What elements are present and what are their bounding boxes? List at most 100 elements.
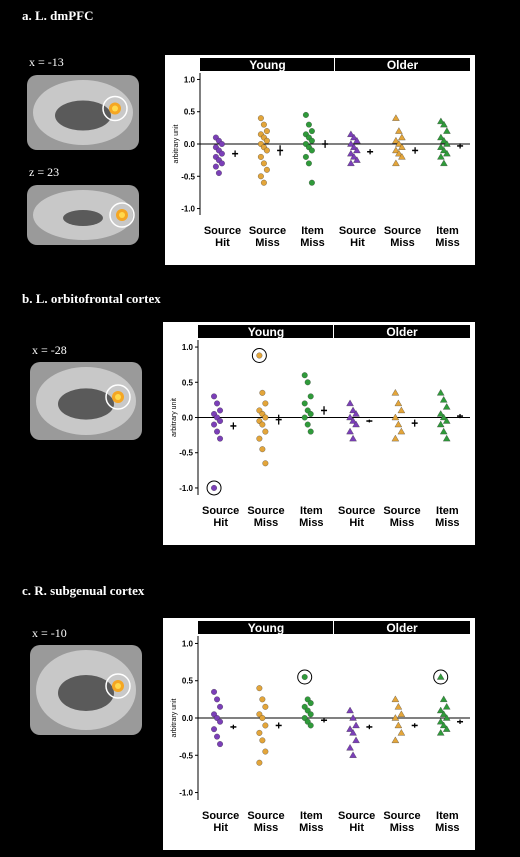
data-point: [443, 149, 451, 157]
data-point: [214, 733, 220, 740]
group-label: Older: [386, 325, 418, 339]
brain-inner: [63, 210, 103, 226]
data-point: [259, 737, 266, 744]
data-point: [398, 153, 406, 160]
data-point: [350, 153, 358, 160]
data-point: [263, 147, 270, 154]
data-point: [437, 117, 445, 125]
data-point: [259, 389, 266, 396]
data-point: [308, 128, 315, 135]
y-tick-label: 1.0: [184, 75, 196, 84]
data-point: [217, 741, 223, 748]
roi-circle: [105, 384, 131, 410]
data-point: [395, 149, 403, 157]
data-point: [442, 434, 451, 442]
data-point: [394, 420, 403, 428]
data-point: [304, 421, 311, 428]
data-point: [307, 700, 314, 707]
data-point: [259, 421, 266, 428]
data-point: [346, 706, 354, 714]
data-point: [257, 153, 264, 160]
data-point: [302, 112, 309, 118]
data-point: [352, 736, 360, 744]
data-point: [436, 410, 445, 417]
group-label: Older: [387, 58, 419, 72]
y-tick-label: -1.0: [181, 205, 195, 214]
data-point: [392, 146, 400, 154]
data-point: [437, 153, 445, 160]
brain-inner: [58, 675, 114, 711]
data-point: [262, 460, 269, 467]
data-point: [211, 485, 217, 491]
x-tick-label: Item Miss: [435, 810, 460, 834]
group-header: [334, 325, 470, 338]
data-point: [260, 179, 267, 186]
brain-inner: [55, 100, 111, 131]
data-point: [217, 418, 223, 424]
panel-title: c. R. subgenual cortex: [22, 583, 145, 598]
data-point: [262, 414, 269, 421]
data-point: [436, 717, 445, 725]
y-tick-label: -0.5: [179, 751, 193, 760]
data-point: [436, 420, 445, 428]
group-label: Young: [249, 58, 285, 72]
data-point: [301, 372, 308, 379]
data-point: [391, 389, 400, 396]
panel-title: b. L. orbitofrontal cortex: [22, 291, 161, 306]
data-point: [394, 721, 403, 729]
data-point: [397, 406, 406, 414]
data-point: [256, 685, 263, 692]
data-point: [301, 674, 308, 680]
group-header: [198, 621, 333, 634]
outlier-circle: [297, 669, 313, 685]
data-point: [217, 718, 223, 725]
y-axis-label: arbitrary unit: [173, 124, 180, 163]
data-point: [349, 714, 357, 721]
data-point: [442, 714, 451, 721]
x-tick-label: Source Miss: [383, 505, 421, 529]
y-tick-label: 1.0: [182, 343, 194, 352]
data-point: [217, 407, 223, 414]
data-point: [256, 729, 263, 736]
data-point: [439, 427, 448, 435]
data-point: [346, 725, 354, 732]
brain-inner: [58, 388, 114, 420]
data-point: [217, 435, 223, 442]
data-point: [392, 159, 400, 167]
roi-circle: [102, 95, 128, 122]
panel-title: a. L. dmPFC: [22, 8, 94, 23]
data-point: [395, 140, 403, 147]
data-point: [398, 133, 406, 141]
x-tick-label: Source Miss: [248, 225, 287, 249]
x-tick-label: Source Miss: [383, 810, 421, 834]
slice-label: x = -10: [32, 626, 67, 640]
data-point: [260, 160, 267, 167]
x-tick-label: Source Hit: [202, 505, 240, 529]
x-tick-label: Source Miss: [247, 810, 285, 834]
x-tick-label: Source Miss: [247, 505, 285, 529]
data-point: [391, 413, 400, 421]
data-point: [214, 696, 220, 703]
outlier-circle: [251, 348, 267, 363]
data-point: [259, 696, 266, 703]
data-point: [263, 137, 270, 144]
data-point: [392, 136, 400, 144]
data-point: [439, 396, 448, 403]
data-point: [439, 413, 448, 421]
chart-panel: [163, 618, 475, 850]
data-point: [436, 389, 445, 396]
roi-circle: [109, 202, 135, 228]
group-header: [335, 58, 470, 71]
x-tick-label: Item Miss: [299, 810, 324, 834]
data-point: [307, 722, 314, 729]
data-point: [442, 703, 451, 710]
data-point: [394, 703, 403, 710]
data-point: [262, 428, 269, 435]
data-point: [257, 115, 264, 122]
activation-core: [119, 212, 125, 218]
outlier-circle: [206, 480, 222, 496]
x-tick-label: Source Hit: [203, 225, 242, 249]
data-point: [439, 695, 448, 703]
data-point: [308, 137, 315, 144]
data-point: [391, 695, 400, 703]
